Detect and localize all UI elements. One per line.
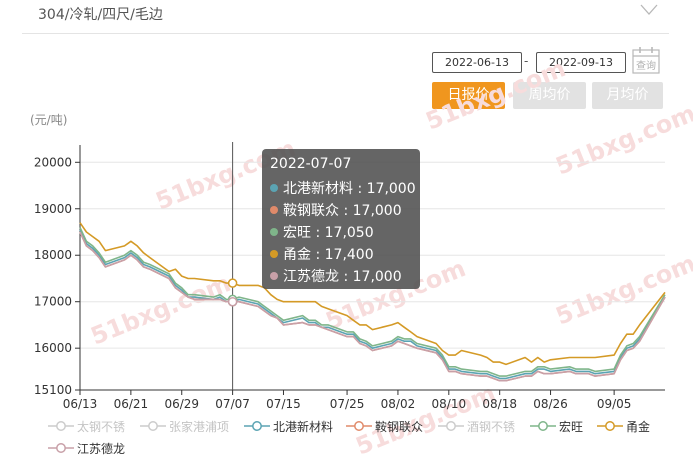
series-lines [79,222,666,382]
tooltip-row: 江苏德龙 : 17,000 [270,266,402,286]
series-color-dot [270,206,278,214]
y-tick-label: 18000 [34,248,72,262]
query-label: 查询 [636,59,656,72]
series-line [79,231,666,382]
watermark: 51bxg.com [552,249,693,330]
product-title: 304/冷轧/四尺/毛边 [38,7,163,23]
legend-marker-icon [48,442,74,457]
series-color-dot [270,184,278,192]
tooltip-series-name: 甬金 [283,247,311,263]
series-highlight-point [227,278,238,288]
header-divider [22,33,669,34]
x-axis: 06/13 06/21 06/29 07/07 07/15 07/25 08/02 08/10… [63,389,665,411]
series-color-dot [270,228,278,236]
y-tick-label: 17000 [34,295,72,309]
y-tick-label: 20000 [34,155,72,169]
legend-label: 酒钢不锈 [467,420,516,434]
x-tick-label: 06/13 [63,397,98,411]
y-axis-ticks: 15100 16000 17000 18000 19000 20000 [34,145,81,397]
legend-label: 北港新材料 [273,420,334,434]
legend-marker-icon [140,420,166,435]
tooltip-series-value: 17,000 [352,269,402,285]
tab-weekly-average[interactable]: 周均价 [513,82,586,109]
end-date-input[interactable]: 2022-09-13 [536,52,626,73]
legend-marker-icon [597,420,623,435]
x-tick-label: 08/18 [482,397,517,411]
y-axis-label: (元/吨) [30,113,67,127]
legend-label: 宏旺 [559,420,584,434]
tooltip-series-name: 宏旺 [283,225,311,241]
legend-label: 太钢不锈 [77,420,126,434]
legend-marker-icon [244,420,270,435]
series-line [79,222,666,366]
x-tick-label: 08/10 [432,397,467,411]
x-tick-label: 08/26 [533,397,568,411]
legend-item[interactable]: 北港新材料 [244,418,333,435]
tooltip-series-name: 江苏德龙 [283,269,339,285]
watermark: 51bxg.com [422,54,570,135]
legend-marker-icon [346,420,372,435]
tooltip-series-value: 17,050 [324,225,374,241]
tooltip-row: 鞍钢联众 : 17,000 [270,200,402,220]
tooltip-row: 宏旺 : 17,050 [270,222,374,242]
tab-monthly-average[interactable]: 月均价 [592,82,663,109]
tooltip-series-value: 17,000 [366,181,416,197]
x-tick-label: 07/15 [266,397,301,411]
legend-label: 张家港浦项 [169,420,230,434]
tooltip-series-name: 鞍钢联众 [283,203,339,219]
watermark: 51bxg.com [552,99,693,180]
y-tick-label: 16000 [34,341,72,355]
x-tick-label: 09/05 [597,397,632,411]
tooltip-row: 甬金 : 17,400 [270,244,374,264]
legend-label: 江苏德龙 [77,442,126,456]
x-tick-label: 07/07 [215,397,250,411]
legend-item[interactable]: 酒钢不锈 [438,418,515,435]
series-color-dot [270,250,278,258]
legend-item[interactable]: 鞍钢联众 [346,418,423,435]
x-tick-label: 07/25 [330,397,365,411]
y-tick-label: 15100 [34,383,72,397]
tooltip-date: 2022-07-07 [270,156,352,172]
tooltip-row: 北港新材料 : 17,000 [270,178,416,198]
series-line [79,227,666,377]
legend-label: 甬金 [626,420,651,434]
series-color-dot [270,272,278,280]
x-tick-label: 06/29 [164,397,199,411]
legend-marker-icon [438,420,464,435]
legend-item[interactable]: 宏旺 [530,418,583,435]
tab-daily-price[interactable]: 日报价 [432,82,505,109]
tooltip-series-name: 北港新材料 [283,181,353,197]
tooltip-series-value: 17,000 [352,203,402,219]
legend-marker-icon [48,420,74,435]
series-highlight-point [227,296,238,307]
x-tick-label: 06/21 [114,397,149,411]
legend-item[interactable]: 江苏德龙 [48,440,125,457]
query-calendar-icon[interactable]: 查询 [631,45,661,75]
y-tick-label: 19000 [34,202,72,216]
legend-label: 鞍钢联众 [375,420,424,434]
start-date-input[interactable]: 2022-06-13 [432,52,522,73]
tooltip: 2022-07-07 北港新材料 : 17,000 鞍钢联众 : 17,000 … [262,149,420,289]
series-line [79,229,666,380]
legend-item[interactable]: 甬金 [597,418,650,435]
tooltip-series-value: 17,400 [324,247,374,263]
legend-item[interactable]: 太钢不锈 [48,418,125,435]
date-separator: - [524,54,529,68]
legend-item[interactable]: 张家港浦项 [140,418,229,435]
legend-marker-icon [530,420,556,435]
x-tick-label: 08/02 [381,397,416,411]
chevron-down-icon[interactable] [640,3,658,17]
